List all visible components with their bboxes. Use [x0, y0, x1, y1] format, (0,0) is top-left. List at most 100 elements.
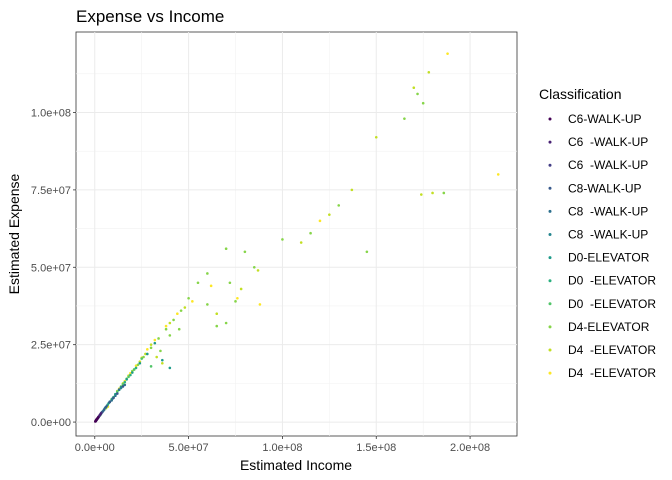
data-point	[299, 241, 303, 244]
legend-key	[548, 117, 552, 121]
data-point	[125, 378, 128, 381]
data-point	[328, 213, 331, 216]
y-tick-label: 2.5e+07	[31, 340, 71, 352]
data-point	[168, 321, 172, 325]
data-point	[115, 392, 119, 395]
data-point	[146, 348, 149, 351]
data-point	[419, 193, 423, 196]
legend-label: D0 -ELEVATOR	[568, 274, 656, 288]
data-point	[119, 386, 123, 390]
data-point	[149, 343, 153, 346]
legend-key	[548, 279, 552, 283]
data-point	[153, 338, 157, 342]
legend-key	[548, 163, 552, 167]
data-point	[350, 188, 354, 192]
data-point	[427, 70, 431, 74]
data-point	[224, 247, 228, 251]
data-point	[177, 327, 181, 331]
legend-key	[548, 302, 552, 306]
data-point	[149, 365, 153, 368]
data-point	[164, 324, 168, 328]
data-point	[258, 303, 262, 306]
data-point	[138, 361, 142, 365]
data-point	[132, 368, 136, 371]
legend-key	[548, 325, 552, 329]
data-point	[142, 355, 145, 359]
data-point	[431, 191, 434, 195]
data-point	[127, 375, 130, 379]
data-point	[155, 355, 158, 359]
y-axis-ticks: 0.0e+00 2.5e+07 5.0e+07 7.5e+07 1.0e+08	[31, 107, 76, 429]
data-point	[164, 327, 168, 331]
data-point	[234, 300, 237, 303]
data-point	[187, 296, 190, 300]
data-point	[243, 250, 247, 254]
data-point	[123, 380, 127, 384]
data-point	[318, 219, 322, 223]
legend: C6-WALK-UP C6 -WALK-UP C6 -WALK-UP C8-WALK-…	[548, 112, 656, 380]
x-tick-label: 1.0e+08	[262, 442, 302, 454]
data-point	[144, 352, 147, 356]
data-point	[403, 117, 406, 120]
legend-label: C8 -WALK-UP	[568, 204, 648, 218]
data-point	[191, 300, 194, 303]
data-point	[215, 312, 219, 316]
data-point	[206, 272, 209, 275]
legend-key	[548, 209, 552, 213]
legend-label: C6 -WALK-UP	[568, 158, 648, 172]
data-point	[206, 303, 209, 306]
data-point	[496, 173, 500, 176]
y-tick-label: 5.0e+07	[31, 262, 71, 274]
y-tick-label: 7.5e+07	[31, 185, 71, 197]
legend-label: C8-WALK-UP	[568, 181, 642, 195]
data-point	[117, 388, 121, 391]
x-tick-label: 1.5e+08	[356, 442, 396, 454]
legend-label: C8 -WALK-UP	[568, 228, 648, 242]
plot-panel	[75, 31, 518, 437]
x-axis-title: Estimated Income	[240, 457, 352, 473]
chart-title: Expense vs Income	[76, 7, 224, 26]
data-point	[252, 265, 256, 269]
data-point	[281, 238, 284, 241]
grid-lines	[76, 32, 517, 436]
data-point	[228, 281, 232, 285]
data-point	[168, 334, 172, 337]
data-point	[421, 101, 425, 105]
data-point	[161, 361, 164, 365]
legend-label: D4 -ELEVATOR	[568, 366, 656, 380]
data-point	[196, 281, 200, 285]
data-point	[309, 231, 312, 235]
data-point	[337, 204, 341, 207]
legend-title: Classification	[539, 86, 621, 102]
data-point	[172, 318, 175, 322]
data-point	[446, 52, 449, 55]
data-point	[374, 135, 378, 139]
data-point	[161, 358, 164, 362]
data-point	[104, 405, 108, 409]
data-point	[110, 399, 113, 402]
data-point	[149, 346, 153, 350]
legend-key	[548, 186, 552, 190]
data-point	[365, 250, 369, 254]
x-tick-label: 2.0e+08	[450, 442, 490, 454]
data-point	[134, 366, 138, 370]
data-point	[236, 296, 239, 300]
y-axis-title: Estimated Expense	[6, 173, 22, 294]
data-point	[123, 383, 127, 387]
data-point	[153, 341, 157, 345]
data-point	[99, 412, 103, 416]
data-point	[209, 284, 213, 288]
data-point	[442, 191, 446, 195]
legend-label: C6 -WALK-UP	[568, 135, 648, 149]
data-point	[183, 306, 187, 309]
data-point	[256, 269, 260, 272]
data-point	[146, 352, 149, 356]
legend-key	[548, 371, 552, 375]
legend-key	[548, 140, 552, 144]
data-point	[215, 324, 219, 328]
legend-key	[548, 348, 552, 352]
data-point	[168, 366, 172, 370]
legend-key	[548, 233, 552, 236]
data-point	[108, 400, 112, 404]
legend-label: D0 -ELEVATOR	[568, 297, 656, 311]
